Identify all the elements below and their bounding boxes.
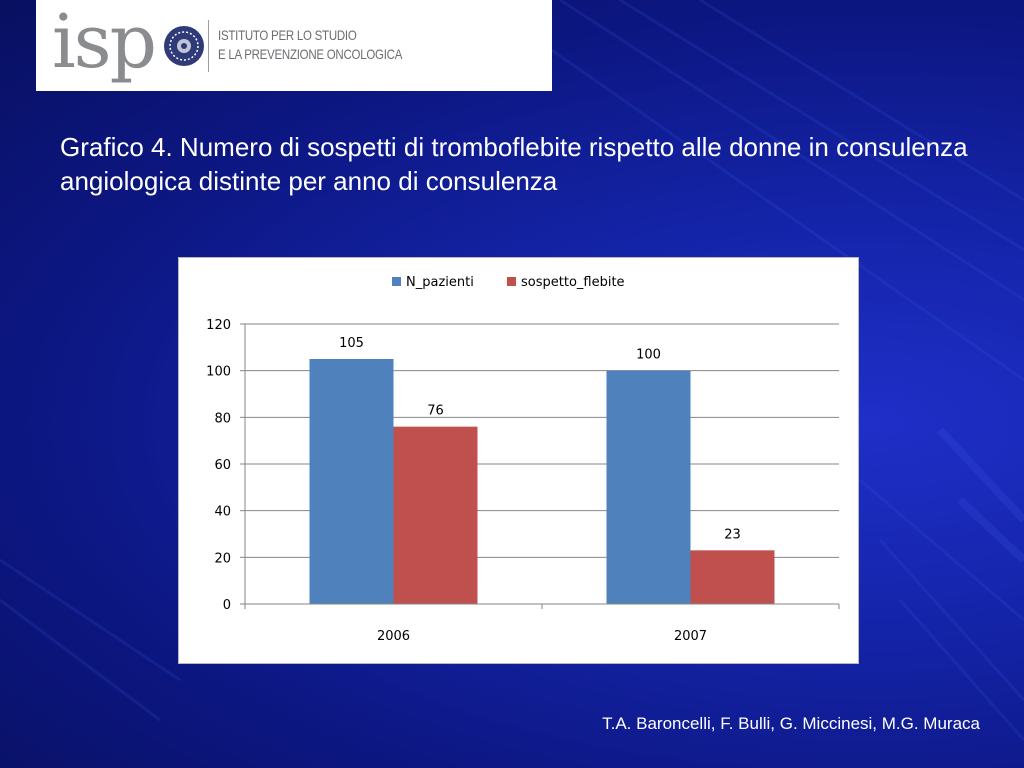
y-tick-label: 20 [214, 551, 231, 566]
y-tick-label: 80 [214, 411, 231, 426]
legend-swatch [392, 277, 401, 286]
y-tick-label: 0 [223, 598, 231, 613]
slide-title: Grafico 4. Numero di sospetti di trombof… [60, 132, 968, 196]
logo-line-1: ISTITUTO PER LO STUDIO [218, 27, 357, 43]
logo-institute-name: ISTITUTO PER LO STUDIO E LA PREVENZIONE … [218, 26, 402, 64]
bar [309, 359, 394, 604]
data-label: 105 [339, 336, 364, 351]
y-tick-label: 40 [214, 505, 231, 520]
x-tick-label: 2006 [377, 629, 410, 644]
chart-canvas: 0 20 40 60 80 100 120 105 76 2006 100 23 2007 N_pazie… [206, 275, 840, 644]
bar [690, 550, 775, 604]
author-credits: T.A. Baroncelli, F. Bulli, G. Miccinesi,… [602, 714, 980, 733]
logo-line-2: E LA PREVENZIONE ONCOLOGICA [218, 46, 403, 62]
y-tick-label: 100 [206, 365, 231, 380]
y-tick-label: 60 [214, 458, 231, 473]
bar [606, 370, 691, 604]
legend-label: sospetto_flebite [521, 275, 625, 290]
logo-emblem-icon [164, 26, 204, 66]
legend-swatch [507, 277, 516, 286]
logo-divider [208, 20, 209, 72]
bar [393, 426, 478, 604]
data-label: 76 [427, 404, 444, 419]
legend-label: N_pazienti [406, 275, 474, 290]
bar-chart: 0 20 40 60 80 100 120 105 76 2006 100 23 2007 N_pazie… [178, 257, 859, 664]
data-label: 100 [636, 348, 661, 363]
ispo-logo: isp ISTITUTO PER LO STUDIO E LA PREVENZI… [36, 0, 552, 91]
y-tick-label: 120 [206, 318, 231, 333]
x-tick-label: 2007 [674, 629, 707, 644]
data-label: 23 [724, 527, 741, 542]
logo-wordmark: isp [52, 0, 157, 85]
